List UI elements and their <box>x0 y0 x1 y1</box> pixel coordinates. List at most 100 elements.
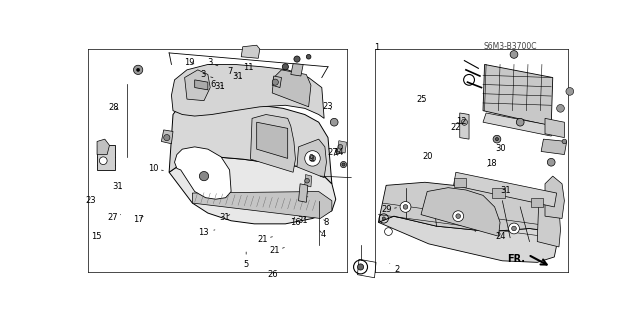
Text: 14: 14 <box>333 148 343 157</box>
Circle shape <box>358 264 364 270</box>
Polygon shape <box>421 188 500 236</box>
Text: 29: 29 <box>381 205 396 214</box>
Polygon shape <box>297 139 326 178</box>
Circle shape <box>342 163 345 166</box>
Text: 16: 16 <box>291 217 301 226</box>
Polygon shape <box>272 76 282 87</box>
Text: 9: 9 <box>308 154 314 163</box>
Text: 31: 31 <box>112 182 122 191</box>
Polygon shape <box>460 113 469 139</box>
Polygon shape <box>241 45 260 58</box>
Text: 12: 12 <box>456 117 466 126</box>
Text: 23: 23 <box>323 102 333 111</box>
Circle shape <box>282 64 289 70</box>
Circle shape <box>403 204 408 209</box>
Circle shape <box>305 178 309 183</box>
Text: 23: 23 <box>86 197 96 205</box>
Text: 4: 4 <box>320 230 326 239</box>
Polygon shape <box>298 184 308 202</box>
Polygon shape <box>545 118 564 137</box>
Text: 5: 5 <box>244 252 249 269</box>
Circle shape <box>199 172 209 181</box>
Polygon shape <box>250 115 296 172</box>
Text: 18: 18 <box>486 159 497 167</box>
Circle shape <box>134 65 143 74</box>
Text: 10: 10 <box>148 165 163 174</box>
Circle shape <box>99 157 107 165</box>
Polygon shape <box>454 172 557 207</box>
Text: 27: 27 <box>107 213 121 222</box>
Text: 7: 7 <box>227 67 237 76</box>
Circle shape <box>272 79 278 85</box>
Text: 6: 6 <box>211 80 223 89</box>
Circle shape <box>336 149 340 154</box>
Text: 31: 31 <box>500 186 511 195</box>
Circle shape <box>305 151 320 166</box>
Polygon shape <box>531 198 543 207</box>
Circle shape <box>452 211 463 221</box>
Polygon shape <box>161 130 173 144</box>
Circle shape <box>510 51 518 58</box>
Circle shape <box>557 105 564 112</box>
Text: 31: 31 <box>297 216 308 225</box>
Circle shape <box>461 119 467 125</box>
Text: FR.: FR. <box>508 254 525 264</box>
Circle shape <box>562 139 566 144</box>
Circle shape <box>307 55 311 59</box>
Text: 31: 31 <box>220 212 230 222</box>
Text: 25: 25 <box>416 95 426 104</box>
Polygon shape <box>184 70 210 101</box>
Polygon shape <box>337 141 347 153</box>
Circle shape <box>516 118 524 126</box>
Circle shape <box>495 137 499 141</box>
Polygon shape <box>175 147 231 199</box>
Polygon shape <box>169 157 336 224</box>
Polygon shape <box>272 70 311 107</box>
Circle shape <box>509 223 520 234</box>
Polygon shape <box>537 193 561 247</box>
Circle shape <box>330 118 338 126</box>
Polygon shape <box>541 139 566 154</box>
Text: 21: 21 <box>257 235 273 244</box>
Circle shape <box>566 87 573 95</box>
Text: 20: 20 <box>422 152 433 161</box>
Text: 31: 31 <box>232 72 243 81</box>
Text: 8: 8 <box>324 219 329 227</box>
Circle shape <box>164 135 170 141</box>
Circle shape <box>338 145 343 149</box>
Polygon shape <box>483 64 553 126</box>
Polygon shape <box>97 145 115 170</box>
Circle shape <box>294 56 300 62</box>
Polygon shape <box>97 139 109 154</box>
Text: 19: 19 <box>184 58 195 67</box>
Polygon shape <box>545 176 564 219</box>
Circle shape <box>382 217 385 220</box>
Text: 11: 11 <box>243 63 254 72</box>
Circle shape <box>456 214 461 219</box>
Circle shape <box>340 161 347 168</box>
Text: 3: 3 <box>200 70 213 79</box>
Text: 24: 24 <box>495 232 506 241</box>
Polygon shape <box>169 99 332 184</box>
Text: 17: 17 <box>133 215 144 224</box>
Polygon shape <box>454 178 466 187</box>
Circle shape <box>400 202 411 212</box>
Text: 26: 26 <box>267 270 278 278</box>
Text: S6M3-B3700C: S6M3-B3700C <box>483 42 537 51</box>
Polygon shape <box>378 216 557 262</box>
Polygon shape <box>492 189 505 198</box>
Polygon shape <box>257 122 288 159</box>
Text: 15: 15 <box>91 232 102 241</box>
Text: 28: 28 <box>108 102 119 112</box>
Text: 22: 22 <box>451 123 461 132</box>
Circle shape <box>309 155 316 161</box>
Text: 3: 3 <box>207 58 218 67</box>
Polygon shape <box>483 113 554 136</box>
Circle shape <box>493 135 501 143</box>
Circle shape <box>547 159 555 166</box>
Text: 2: 2 <box>390 263 400 274</box>
Polygon shape <box>195 80 208 90</box>
Text: 30: 30 <box>495 144 506 153</box>
Text: 1: 1 <box>374 43 380 52</box>
Polygon shape <box>172 64 324 118</box>
